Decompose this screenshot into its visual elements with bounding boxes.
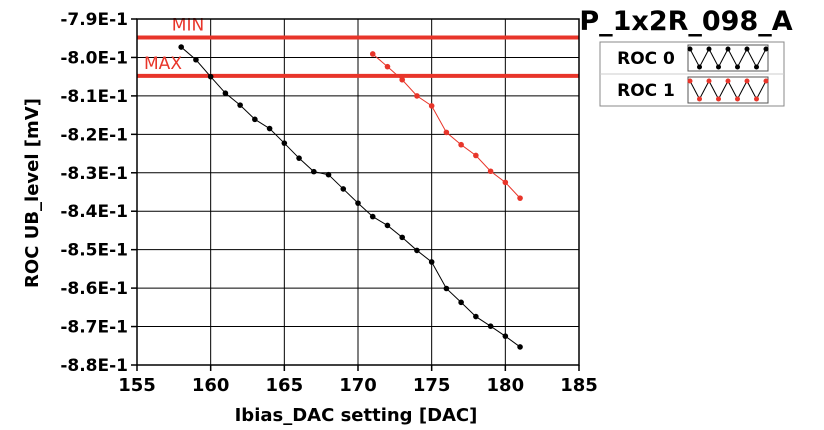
data-point-roc1 (517, 195, 523, 201)
y-axis-label: ROC UB_level [mV] (22, 98, 43, 288)
x-tick-label: 160 (192, 375, 230, 396)
data-point-roc0 (311, 168, 317, 175)
legend-swatch-marker-roc0 (754, 64, 759, 70)
y-tick-label: -8.5E-1 (60, 241, 128, 261)
legend-swatch-marker-roc1 (725, 78, 731, 84)
legend-label-roc1: ROC 1 (617, 81, 675, 101)
data-point-roc0 (296, 155, 302, 161)
data-point-roc0 (355, 200, 361, 206)
x-tick-label: 165 (266, 375, 304, 396)
legend-swatch-marker-roc0 (687, 46, 693, 52)
y-tick-label: -8.6E-1 (60, 279, 128, 299)
data-point-roc0 (502, 333, 509, 339)
data-point-roc0 (193, 56, 199, 63)
limit-label-max: MAX (144, 54, 182, 74)
data-point-roc0 (399, 234, 406, 241)
legend-swatch-marker-roc0 (763, 46, 769, 52)
data-point-roc0 (252, 116, 258, 123)
data-point-roc0 (369, 213, 376, 220)
legend-swatch-marker-roc0 (716, 64, 721, 70)
legend-swatch-marker-roc0 (706, 46, 712, 52)
data-point-roc1 (473, 152, 479, 159)
legend-swatch-marker-roc0 (735, 64, 740, 70)
legend-swatch-marker-roc0 (697, 64, 702, 70)
legend: ROC 0 ROC 1 (599, 41, 785, 107)
legend-swatch-marker-roc1 (687, 78, 693, 84)
x-tick-label: 175 (413, 375, 451, 396)
data-point-roc1 (399, 76, 406, 83)
data-point-roc0 (207, 73, 214, 80)
data-point-roc1 (414, 93, 420, 99)
data-point-roc0 (281, 140, 288, 146)
legend-swatch-marker-roc0 (744, 46, 750, 52)
x-tick-label: 185 (560, 375, 598, 396)
y-tick-label: -8.1E-1 (60, 87, 128, 107)
data-point-roc1 (443, 129, 450, 136)
chart-title: P_1x2R_098_A (579, 6, 792, 37)
x-tick-label: 180 (487, 375, 525, 396)
data-point-roc0 (222, 90, 229, 96)
x-axis-label: Ibias_DAC setting [DAC] (235, 405, 478, 426)
data-point-roc1 (369, 51, 376, 57)
data-point-roc0 (340, 186, 347, 192)
legend-swatch-marker-roc1 (754, 96, 759, 102)
y-tick-label: -8.8E-1 (60, 356, 128, 376)
data-point-roc0 (428, 259, 435, 265)
data-point-roc0 (414, 247, 420, 254)
data-point-roc1 (458, 141, 464, 148)
y-tick-label: -8.3E-1 (60, 164, 128, 184)
x-tick-label: 155 (118, 375, 156, 396)
y-tick-label: -8.0E-1 (60, 48, 128, 68)
data-point-roc1 (487, 168, 494, 175)
x-tick-label: 170 (339, 375, 377, 396)
data-point-roc0 (325, 171, 332, 178)
data-point-roc1 (502, 179, 509, 186)
data-point-roc0 (178, 44, 184, 50)
legend-swatch-marker-roc1 (706, 78, 712, 84)
data-point-roc0 (237, 102, 243, 108)
data-point-roc0 (458, 299, 464, 306)
data-point-roc0 (443, 285, 450, 292)
data-point-roc1 (384, 63, 391, 70)
legend-swatch-marker-roc1 (744, 78, 750, 84)
limit-label-min: MIN (172, 15, 204, 35)
legend-swatch-marker-roc1 (697, 96, 702, 102)
legend-swatch-marker-roc1 (716, 96, 721, 102)
y-tick-label: -8.7E-1 (60, 318, 128, 338)
data-point-roc0 (384, 222, 391, 229)
legend-swatch-marker-roc1 (735, 96, 740, 102)
data-point-roc1 (428, 103, 435, 109)
series-line-roc0 (180, 46, 521, 348)
data-point-roc0 (517, 344, 523, 350)
y-tick-label: -8.4E-1 (60, 202, 128, 222)
legend-label-roc0: ROC 0 (617, 49, 675, 69)
data-point-roc0 (487, 323, 494, 329)
legend-swatch-marker-roc1 (763, 78, 769, 84)
legend-swatch-marker-roc0 (725, 46, 731, 52)
y-tick-label: -8.2E-1 (60, 125, 128, 145)
y-tick-label: -7.9E-1 (60, 10, 128, 30)
data-point-roc0 (266, 125, 273, 132)
data-point-roc0 (473, 313, 479, 320)
